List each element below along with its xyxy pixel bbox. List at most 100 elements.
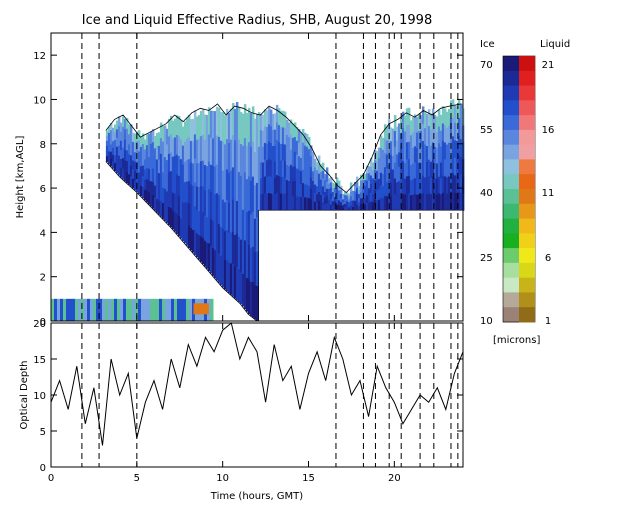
cloud-cell: [353, 191, 357, 197]
cloud-cell: [171, 120, 175, 140]
cloud-cell: [309, 177, 313, 190]
cloud-cell: [427, 159, 431, 177]
cloud-cell: [173, 193, 177, 213]
cloud-cell: [237, 236, 241, 270]
cloud-cell: [203, 165, 207, 191]
low-cloud-cell: [156, 298, 160, 322]
time-tick-label: 5: [134, 473, 140, 484]
cloud-cell: [223, 202, 227, 232]
cloud-cell: [393, 131, 397, 148]
low-cloud-cell: [57, 298, 61, 322]
cloud-cell: [213, 111, 217, 140]
cloud-cell: [165, 144, 169, 161]
cloud-cell: [217, 107, 221, 138]
cloud-cell: [317, 192, 321, 202]
cloud-cell: [313, 158, 317, 168]
cloud-cell: [445, 111, 449, 129]
cloud-cell: [357, 206, 361, 211]
cloud-cell: [197, 139, 201, 164]
cloud-cell: [421, 106, 425, 125]
cloud-cell: [317, 201, 321, 211]
cloud-cell: [293, 137, 297, 153]
ice-color-swatch: [503, 248, 519, 264]
cloud-cell: [399, 164, 403, 180]
cloud-cell: [129, 134, 133, 146]
ice-color-swatch: [503, 203, 519, 220]
cloud-cell: [397, 166, 401, 182]
cloud-cell: [205, 217, 209, 244]
ice-color-swatch: [503, 100, 519, 116]
cloud-cell: [159, 200, 163, 217]
cloud-cell: [355, 187, 359, 194]
cloud-cell: [213, 249, 217, 279]
cloud-cell: [381, 186, 385, 199]
cloud-cell: [257, 181, 261, 217]
cloud-cell: [285, 195, 289, 211]
cloud-cell: [265, 143, 269, 161]
height-tick-label: 12: [33, 51, 46, 62]
chart-title: Ice and Liquid Effective Radius, SHB, Au…: [82, 13, 432, 28]
cloud-cell: [303, 158, 307, 172]
cloud-cell: [109, 123, 113, 131]
low-cloud-cell: [87, 298, 91, 322]
low-cloud-cell: [69, 298, 73, 322]
cloud-cell: [229, 201, 233, 233]
cloud-cell: [343, 192, 347, 196]
cloud-cell: [235, 233, 239, 268]
cloud-cell: [435, 147, 439, 164]
cloud-cell: [175, 115, 179, 136]
liquid-droplet-patch: [193, 303, 209, 315]
cloud-cell: [419, 131, 423, 148]
cloud-cell: [291, 123, 295, 139]
cloud-cell: [109, 151, 113, 160]
cloud-cell: [105, 146, 109, 152]
cloud-cell: [125, 128, 129, 140]
low-cloud-cell: [168, 298, 172, 322]
cloud-cell: [341, 199, 345, 203]
cloud-cell: [349, 205, 353, 211]
cloud-cell: [287, 122, 291, 138]
low-cloud-cell: [147, 298, 151, 322]
time-marker-lines-bottom: [81, 323, 459, 467]
low-cloud-cell: [75, 298, 79, 322]
cloud-cell: [329, 199, 333, 206]
cloud-cell: [419, 115, 423, 132]
cloud-cell: [281, 160, 285, 178]
cloud-cell: [289, 134, 293, 151]
cloud-cell: [455, 140, 459, 159]
cloud-cell: [407, 124, 411, 143]
cloud-cell: [273, 194, 277, 211]
cloud-cell: [389, 127, 393, 142]
cloud-cell: [445, 177, 449, 195]
cloud-cell: [247, 245, 251, 280]
cloud-cell: [259, 130, 263, 147]
low-cloud-cell: [117, 298, 121, 322]
low-cloud-cell: [123, 298, 127, 322]
cloud-cell: [163, 204, 167, 221]
ice-scale-ticks: 70 55 40 25 10: [480, 60, 493, 327]
cloud-cell: [155, 159, 159, 174]
cloud-cell: [265, 176, 269, 194]
cloud-cell: [195, 139, 199, 164]
cloud-cell: [325, 174, 329, 183]
cloud-cell: [349, 187, 353, 193]
cloud-cell: [185, 138, 189, 161]
cloud-cell: [435, 163, 439, 180]
cloud-cell: [263, 142, 267, 161]
cloud-cell: [115, 146, 119, 156]
cloud-cell: [199, 136, 203, 162]
cloud-cell: [191, 119, 195, 142]
cloud-cell: [209, 110, 213, 139]
cloud-cell: [459, 103, 463, 122]
cloud-cell: [161, 187, 165, 204]
cloud-cell: [409, 165, 413, 181]
cloud-cell: [445, 193, 449, 211]
cloud-cell: [365, 188, 369, 196]
cloud-cell: [215, 251, 219, 281]
cloud-cell: [151, 194, 155, 209]
cloud-cell: [323, 173, 327, 181]
cloud-cell: [273, 178, 277, 195]
cloud-cell: [111, 141, 115, 149]
cloud-cell: [235, 266, 239, 301]
cloud-cell: [173, 118, 177, 138]
